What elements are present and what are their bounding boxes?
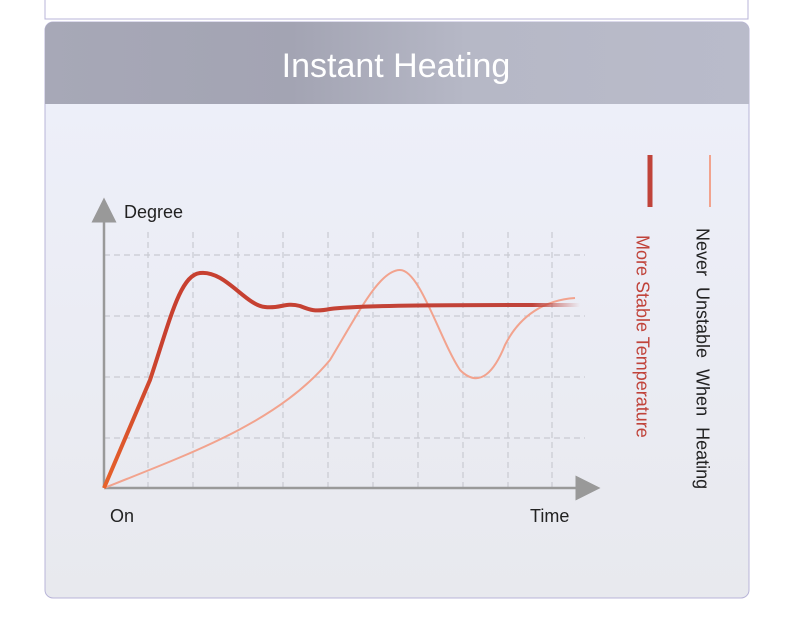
previous-card-edge [44,0,749,20]
header-bar [45,22,749,104]
x-origin-label: On [110,506,134,526]
unstable-curve [103,268,576,489]
y-axis-label: Degree [124,202,183,222]
legend-label-stable: More Stable Temperature [632,235,652,438]
legend-label-unstable: Never Unstable When Heating [692,228,712,489]
stable-curve [102,270,581,489]
title: Instant Heating [282,47,511,85]
x-axis-label: Time [530,506,569,526]
grid [104,232,585,488]
